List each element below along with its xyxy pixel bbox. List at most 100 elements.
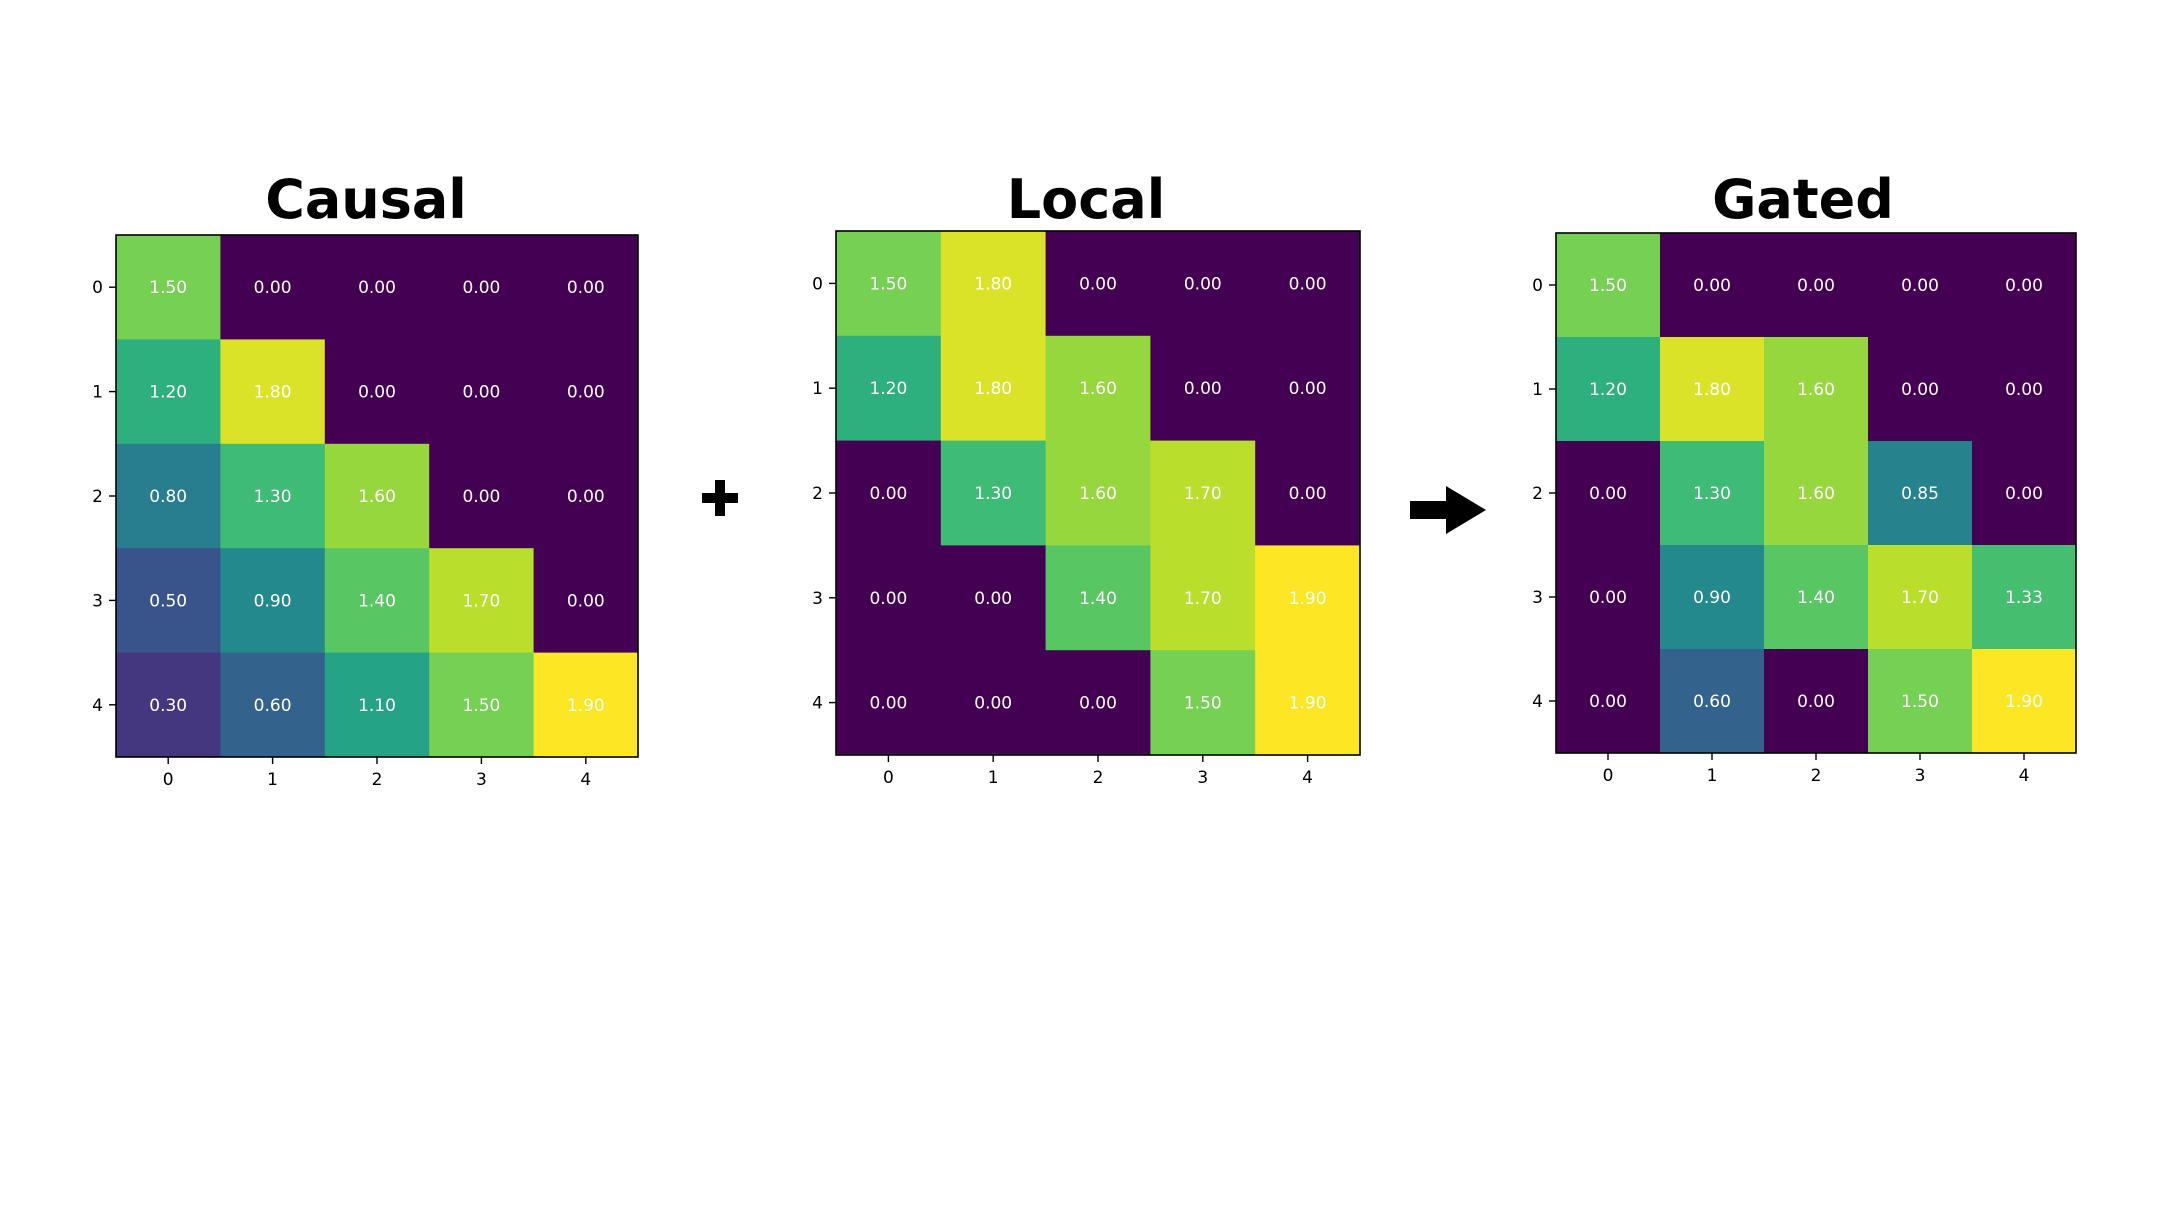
- causal-cell-r4-c3: [429, 652, 535, 758]
- local-x-tick-label: 0: [883, 768, 894, 788]
- gated-cell-label-r1-c4: 0.00: [2005, 380, 2043, 400]
- gated-cell-label-r0-c2: 0.00: [1797, 276, 1835, 296]
- causal-cell-label-r1-c4: 0.00: [567, 383, 605, 403]
- causal-cell-r2-c0: [116, 443, 221, 549]
- causal-y-tick-label: 2: [92, 487, 103, 507]
- local-cell-r4-c3: [1150, 650, 1256, 756]
- causal-cell-r4-c4: [533, 652, 639, 758]
- local-y-tick-label: 2: [812, 484, 823, 504]
- local-cell-r0-c2: [1045, 231, 1151, 337]
- local-cell-label-r3-c0: 0.00: [869, 589, 907, 609]
- gated-cell-r4-c0: [1556, 649, 1661, 754]
- gated-x-tick-label: 1: [1707, 766, 1718, 786]
- local-cell-r2-c4: [1255, 440, 1361, 546]
- local-title: Local: [1006, 168, 1166, 231]
- plus-icon: [702, 480, 738, 516]
- local-cell-label-r1-c1: 1.80: [974, 379, 1012, 399]
- gated-cell-r2-c1: [1660, 441, 1765, 546]
- causal-cell-label-r1-c3: 0.00: [462, 383, 500, 403]
- causal-cell-r0-c4: [533, 235, 639, 340]
- local-cell-label-r2-c3: 1.70: [1184, 484, 1222, 504]
- local-cell-r3-c1: [940, 545, 1047, 651]
- causal-cell-label-r4-c3: 1.50: [462, 696, 500, 716]
- gated-y-tick-label: 2: [1532, 484, 1543, 504]
- causal-cell-r1-c2: [324, 339, 430, 445]
- gated-cell-label-r3-c4: 1.33: [2005, 588, 2043, 608]
- gated-cell-label-r1-c2: 1.60: [1797, 380, 1835, 400]
- local-cell-r2-c2: [1045, 440, 1151, 546]
- causal-cell-r3-c2: [324, 548, 430, 654]
- causal-cell-r3-c4: [533, 548, 639, 654]
- causal-cell-r0-c1: [220, 235, 326, 340]
- local-cell-r4-c0: [836, 650, 942, 756]
- gated-cell-r3-c3: [1868, 545, 1973, 650]
- gated-cell-r3-c2: [1764, 545, 1869, 650]
- gated-cell-r1-c4: [1972, 337, 2077, 442]
- gated-y-tick-label: 1: [1532, 380, 1543, 400]
- gated-cell-r1-c3: [1868, 337, 1973, 442]
- causal-x-tick-label: 0: [163, 770, 174, 790]
- causal-cell-r3-c0: [116, 548, 221, 654]
- gated-cell-label-r4-c1: 0.60: [1693, 692, 1731, 712]
- local-cell-r3-c0: [836, 545, 942, 651]
- local-cell-r0-c0: [836, 231, 942, 337]
- local-x-tick-label: 4: [1302, 768, 1313, 788]
- causal-x-tick-label: 3: [476, 770, 487, 790]
- gated-cell-label-r3-c0: 0.00: [1589, 588, 1627, 608]
- causal-cell-label-r4-c0: 0.30: [149, 696, 187, 716]
- local-cell-r1-c3: [1150, 335, 1256, 442]
- causal-cell-label-r3-c4: 0.00: [567, 591, 605, 611]
- gated-cell-label-r0-c4: 0.00: [2005, 276, 2043, 296]
- gated-cell-r1-c1: [1660, 337, 1765, 442]
- gated-cell-r4-c3: [1868, 649, 1973, 754]
- causal-cell-r4-c0: [116, 652, 221, 758]
- gated-cell-label-r1-c3: 0.00: [1901, 380, 1939, 400]
- causal-cell-r2-c2: [324, 443, 430, 549]
- local-cell-label-r4-c4: 1.90: [1289, 694, 1327, 714]
- gated-cell-r4-c4: [1972, 649, 2077, 754]
- gated-cell-r1-c0: [1556, 337, 1661, 442]
- local-cell-label-r4-c0: 0.00: [869, 694, 907, 714]
- local-cell-r4-c2: [1045, 650, 1151, 756]
- causal-cell-label-r1-c1: 1.80: [254, 383, 292, 403]
- gated-y-tick-label: 3: [1532, 588, 1543, 608]
- gated-cell-r3-c4: [1972, 545, 2077, 650]
- local-cell-label-r1-c2: 1.60: [1079, 379, 1117, 399]
- causal-cell-label-r1-c2: 0.00: [358, 383, 396, 403]
- local-cell-r0-c3: [1150, 231, 1256, 337]
- local-cell-label-r4-c3: 1.50: [1184, 694, 1222, 714]
- local-cell-r3-c2: [1045, 545, 1151, 651]
- local-cell-label-r0-c4: 0.00: [1289, 274, 1327, 294]
- local-cell-label-r4-c1: 0.00: [974, 694, 1012, 714]
- gated-cell-label-r4-c4: 1.90: [2005, 692, 2043, 712]
- local-cell-r0-c4: [1255, 231, 1361, 337]
- local-cell-r4-c4: [1255, 650, 1361, 756]
- causal-cell-r2-c4: [533, 443, 639, 549]
- causal-cell-r1-c3: [429, 339, 535, 445]
- gated-cell-label-r3-c1: 0.90: [1693, 588, 1731, 608]
- local-cell-r2-c3: [1150, 440, 1256, 546]
- gated-cell-label-r1-c1: 1.80: [1693, 380, 1731, 400]
- causal-y-tick-label: 1: [92, 383, 103, 403]
- gated-x-tick-label: 0: [1603, 766, 1614, 786]
- gated-heatmap: 1.50 0.00 0.00 0.00 0.00 1.20 1.80 1.60 0.00 0.00…: [1532, 232, 2077, 786]
- local-cell-label-r0-c0: 1.50: [869, 274, 907, 294]
- local-cell-label-r3-c3: 1.70: [1184, 589, 1222, 609]
- gated-x-tick-label: 3: [1915, 766, 1926, 786]
- causal-cell-r2-c3: [429, 443, 535, 549]
- gated-cell-label-r2-c1: 1.30: [1693, 484, 1731, 504]
- gated-cell-label-r2-c0: 0.00: [1589, 484, 1627, 504]
- causal-cell-label-r2-c3: 0.00: [462, 487, 500, 507]
- gated-cell-r3-c0: [1556, 545, 1661, 650]
- gated-cell-label-r0-c1: 0.00: [1693, 276, 1731, 296]
- gated-cell-r4-c2: [1764, 649, 1869, 754]
- local-cell-r3-c4: [1255, 545, 1361, 651]
- causal-cell-label-r4-c1: 0.60: [254, 696, 292, 716]
- causal-cell-label-r2-c1: 1.30: [254, 487, 292, 507]
- local-cell-label-r0-c3: 0.00: [1184, 274, 1222, 294]
- causal-cell-r4-c1: [220, 652, 326, 758]
- causal-cell-label-r4-c4: 1.90: [567, 696, 605, 716]
- causal-x-tick-label: 2: [372, 770, 383, 790]
- causal-cell-r0-c3: [429, 235, 535, 340]
- causal-cell-r1-c0: [116, 339, 221, 445]
